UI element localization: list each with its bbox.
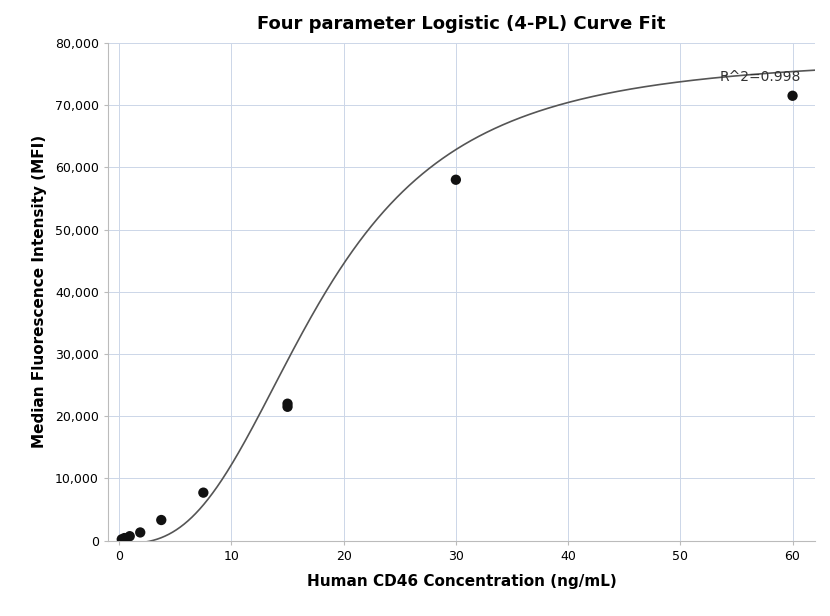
Text: R^2=0.998: R^2=0.998 [720, 70, 801, 84]
Y-axis label: Median Fluorescence Intensity (MFI): Median Fluorescence Intensity (MFI) [32, 135, 46, 448]
Point [118, 533, 131, 543]
Point [281, 402, 294, 411]
Point [123, 531, 136, 541]
Point [197, 488, 210, 498]
Title: Four parameter Logistic (4-PL) Curve Fit: Four parameter Logistic (4-PL) Curve Fit [257, 15, 666, 33]
Point [449, 175, 462, 185]
Point [134, 527, 147, 537]
Point [281, 399, 294, 408]
Point [154, 515, 168, 525]
Point [115, 534, 129, 544]
Point [786, 91, 799, 100]
X-axis label: Human CD46 Concentration (ng/mL): Human CD46 Concentration (ng/mL) [306, 573, 617, 589]
